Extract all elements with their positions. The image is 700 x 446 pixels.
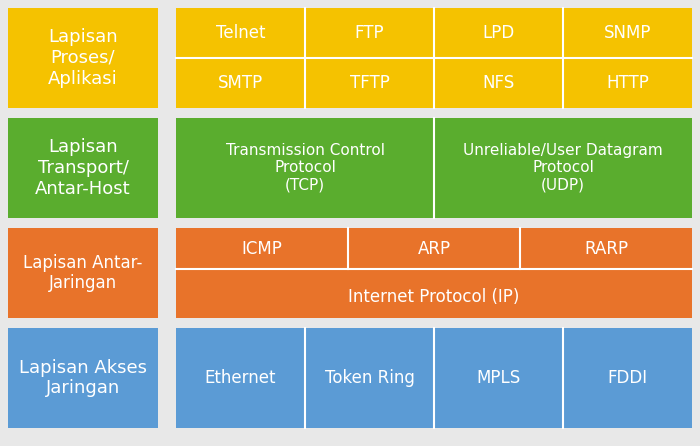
Text: Token Ring: Token Ring (325, 369, 414, 387)
Text: TFTP: TFTP (349, 74, 389, 92)
Text: Lapisan
Proses/
Aplikasi: Lapisan Proses/ Aplikasi (48, 28, 118, 88)
Bar (8, 8, 158, 108)
Text: Internet Protocol (IP): Internet Protocol (IP) (349, 288, 519, 306)
Bar (8, 328, 158, 428)
Bar (176, 118, 692, 218)
Text: ICMP: ICMP (241, 240, 282, 258)
Text: LPD: LPD (482, 24, 514, 42)
Text: HTTP: HTTP (606, 74, 649, 92)
Bar (176, 8, 692, 108)
Text: Ethernet: Ethernet (204, 369, 276, 387)
Text: RARP: RARP (584, 240, 628, 258)
Bar (8, 228, 158, 318)
Bar (8, 118, 158, 218)
Text: ARP: ARP (417, 240, 451, 258)
Text: FDDI: FDDI (608, 369, 648, 387)
Text: SNMP: SNMP (603, 24, 651, 42)
Text: Lapisan Antar-
Jaringan: Lapisan Antar- Jaringan (23, 254, 143, 293)
Text: SMTP: SMTP (218, 74, 263, 92)
Text: NFS: NFS (482, 74, 514, 92)
Text: FTP: FTP (355, 24, 384, 42)
Bar (176, 228, 692, 318)
Text: MPLS: MPLS (477, 369, 521, 387)
Text: Transmission Control
Protocol
(TCP): Transmission Control Protocol (TCP) (225, 143, 384, 193)
Text: Lapisan Akses
Jaringan: Lapisan Akses Jaringan (19, 359, 147, 397)
Bar (176, 328, 692, 428)
Text: Telnet: Telnet (216, 24, 265, 42)
Text: Unreliable/User Datagram
Protocol
(UDP): Unreliable/User Datagram Protocol (UDP) (463, 143, 663, 193)
Text: Lapisan
Transport/
Antar-Host: Lapisan Transport/ Antar-Host (35, 138, 131, 198)
